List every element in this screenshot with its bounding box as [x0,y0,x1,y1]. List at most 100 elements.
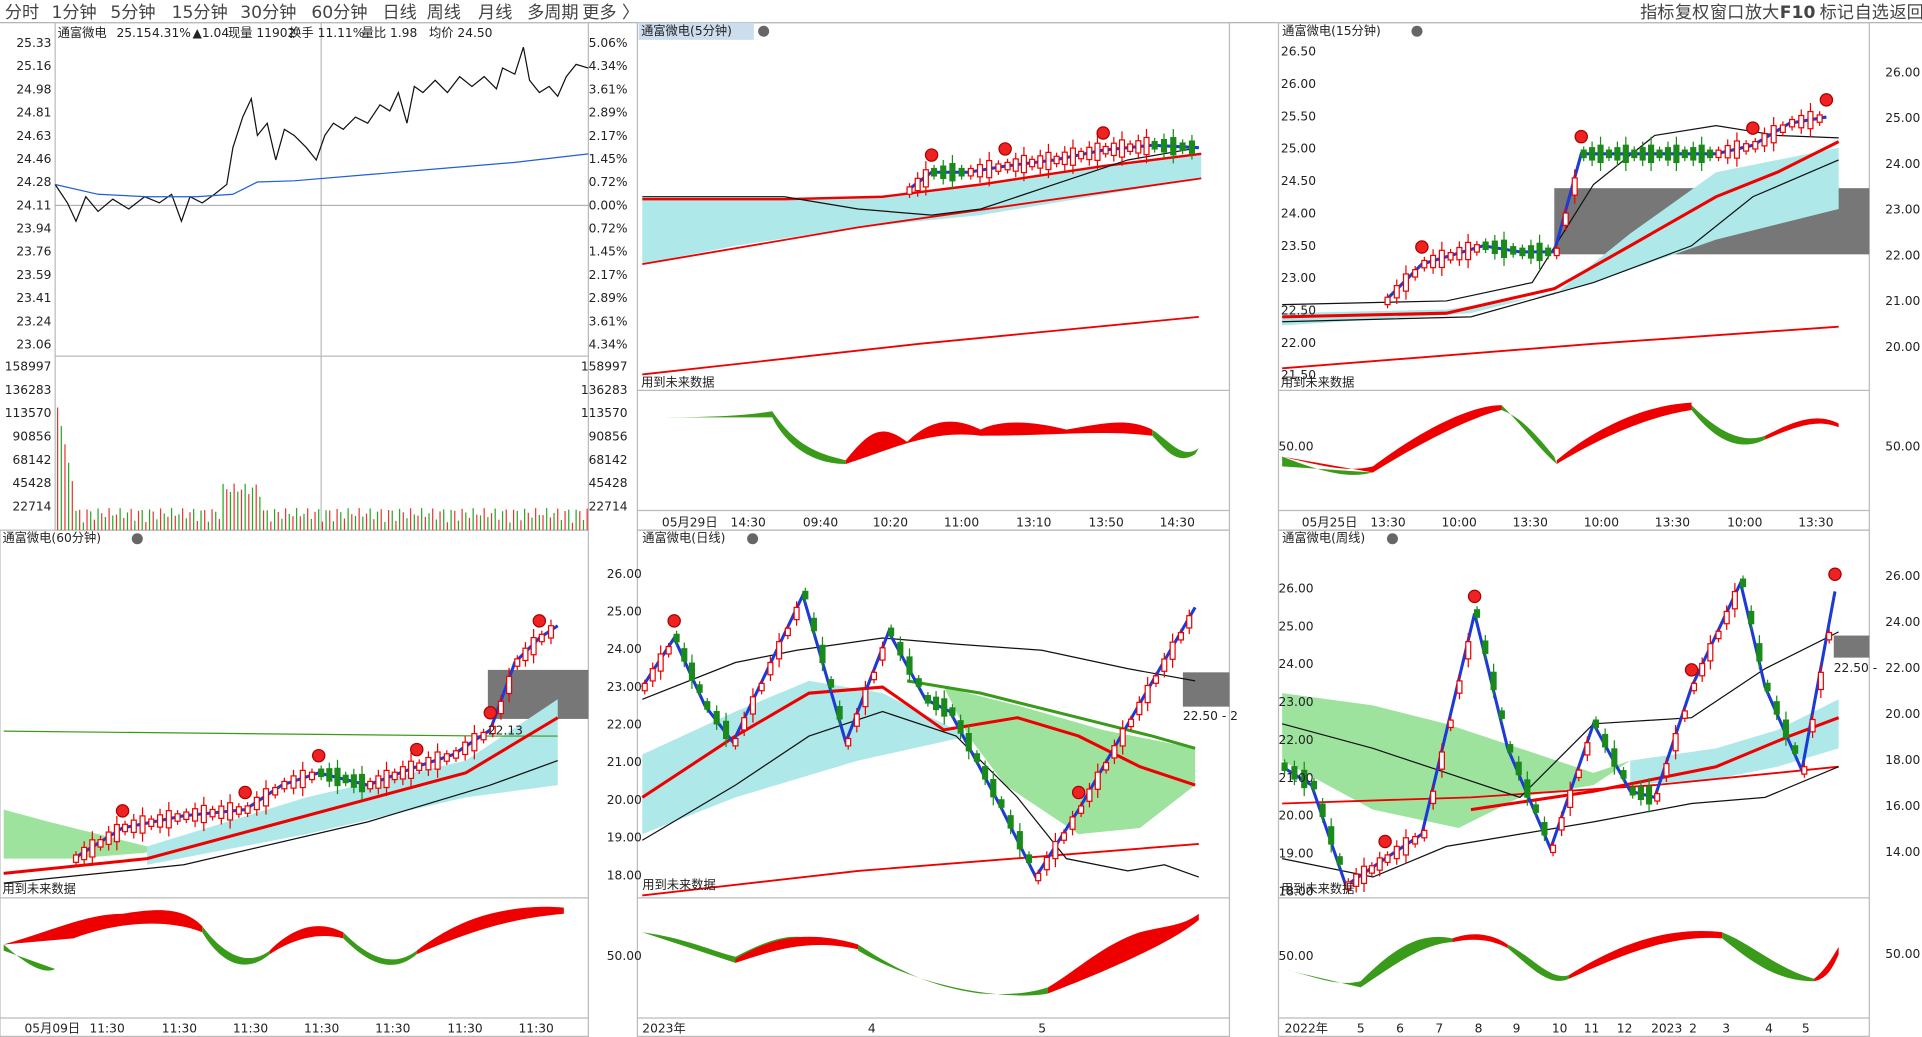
quote-field: 现量 11902 [228,26,295,40]
volume-tick-label: 90856 [589,429,628,443]
candle-body [1345,881,1352,890]
candle-body [318,768,325,778]
candle-body [1086,788,1093,802]
candle-body [1826,631,1833,641]
candle-body [1575,769,1582,779]
candle-body [1127,143,1134,152]
candle-body [1016,831,1023,850]
y-tick-label: 24.00 [607,642,642,656]
candle-body [1482,640,1489,654]
x-tick-label: 13:50 [1088,515,1123,529]
period-tab[interactable]: 分时 [5,3,39,23]
candle-body [915,678,922,687]
price-tick-label: 23.24 [16,314,51,328]
tool-button[interactable]: 复权 [1675,3,1709,23]
tool-button[interactable]: 窗口 [1710,3,1744,23]
x-tick-label: 05月25日 [1302,515,1358,529]
candle-body [1801,766,1808,775]
candle-body [940,165,947,179]
x-tick-label: 4 [868,1022,876,1036]
candle-body [1637,786,1644,801]
title-dropdown[interactable] [131,533,143,545]
indicator-wave [1452,931,1839,982]
period-tab[interactable]: 1分钟 [51,3,96,23]
tool-button[interactable]: 标记 [1820,3,1854,23]
candle-body [1817,671,1824,691]
candle-body [1622,144,1629,164]
candle-body [538,633,545,643]
band-line [642,637,1196,700]
ma-line [642,843,1199,897]
band-area [943,687,1196,835]
candle-body [906,186,913,195]
quote-field: 换手 11.11% [289,26,364,40]
period-tab[interactable]: 15分钟 [172,3,228,23]
y-tick-label: 20.00 [607,793,642,807]
sub-tick-label: 50.00 [1278,949,1313,963]
pct-tick-label: 2.17% [589,129,628,143]
candle-body [1807,110,1814,130]
intraday-average-line [55,153,589,198]
y-tick-label: 16.00 [1885,799,1920,813]
period-tab[interactable]: 5分钟 [110,3,155,23]
x-tick-label: 09:40 [803,515,838,529]
candle-body [462,741,469,756]
y-tick-label: 20.00 [1885,707,1920,721]
candle-body [1465,241,1472,261]
tool-button[interactable]: 指标 [1640,3,1674,23]
candle-body [1319,803,1326,817]
title-dropdown[interactable] [1386,533,1398,545]
period-tab[interactable]: 周线 [427,3,461,23]
candle-body [1465,641,1472,660]
candle-body [1412,835,1419,845]
period-tab[interactable]: 月线 [478,3,512,23]
candle-body [416,762,423,772]
candle-body [1281,762,1288,772]
candle-body [1707,149,1714,159]
candle-body [1103,761,1110,771]
candle-body [1412,269,1419,278]
sub-tick-label: 50.00 [607,949,642,963]
band-area [1282,693,1631,829]
x-tick-label: 11:00 [944,515,979,529]
candle-body [995,163,1002,172]
x-tick-label: 2023 [1651,1022,1682,1036]
candle-body [1770,125,1777,144]
candle-body [497,700,504,715]
indicator-wave [269,906,564,955]
candle-body [1524,779,1531,798]
candle-body [1664,147,1672,161]
future-data-note: 用到未来数据 [641,375,715,390]
candle-body [1584,742,1591,756]
volume-tick-label: 90856 [12,429,51,443]
candle-body [1654,793,1661,802]
x-tick-label: 11:30 [447,1022,482,1036]
tool-button[interactable]: 返回 [1890,3,1922,23]
candle-body [1111,745,1118,759]
title-dropdown[interactable] [747,533,759,545]
title-dropdown[interactable] [1411,25,1423,37]
tool-button[interactable]: 自选 [1855,3,1889,23]
y-tick-label: 19.00 [607,831,642,845]
period-tab[interactable]: 多周期 [527,3,578,23]
period-tab[interactable]: 60分钟 [311,3,367,23]
candle-body [1119,728,1126,747]
x-tick-label: 11:30 [233,1022,268,1036]
y-tick-label: 19.00 [1278,847,1313,861]
candle-body [97,839,104,848]
candle-body [1376,857,1383,871]
candle-body [89,839,96,858]
title-dropdown[interactable] [758,25,770,37]
y-tick-label: 18.00 [607,868,642,882]
ma-line [1470,716,1840,812]
tool-button[interactable]: 放大 [1745,3,1779,23]
period-tab[interactable]: 30分钟 [240,3,296,23]
candle-body [1681,149,1688,159]
y-tick-label: 24.00 [1281,206,1316,220]
tool-button[interactable]: F10 [1780,3,1816,23]
x-tick-label: 13:30 [1798,515,1833,529]
period-tab[interactable]: 更多 〉 [582,3,639,23]
period-tab[interactable]: 日线 [382,3,416,23]
candle-body [986,159,993,179]
candle-body [218,805,225,819]
